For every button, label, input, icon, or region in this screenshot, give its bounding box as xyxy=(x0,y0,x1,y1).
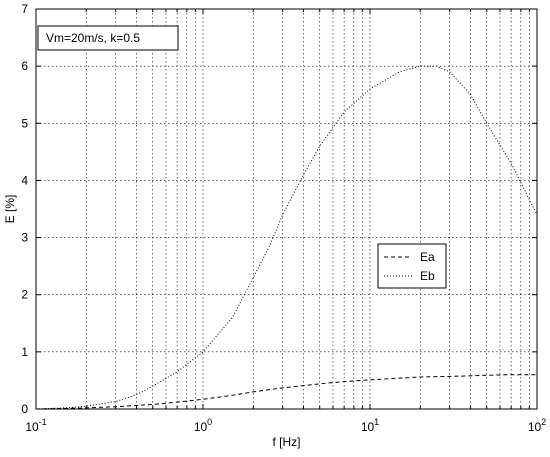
annotation-text: Vm=20m/s, k=0.5 xyxy=(46,31,140,45)
legend-label-ea: Ea xyxy=(420,250,435,264)
y-axis-label: E [%] xyxy=(3,195,17,224)
y-tick-label: 3 xyxy=(21,231,28,245)
x-tick-label-base: 10 xyxy=(194,420,208,434)
grid xyxy=(36,9,537,409)
plot-area-frame xyxy=(35,8,538,410)
y-tick-label: 5 xyxy=(21,116,28,130)
series-line-eb xyxy=(35,65,538,410)
y-tick-label: 4 xyxy=(21,173,28,187)
x-tick-label-base: 10 xyxy=(361,420,375,434)
series-line-ea xyxy=(35,374,537,410)
annotation-box: Vm=20m/s, k=0.5 xyxy=(37,25,179,51)
x-tick-label: 102 xyxy=(528,417,546,434)
x-tick-label: 101 xyxy=(361,417,379,434)
legend: Ea Eb xyxy=(377,243,447,289)
x-tick-label-exponent: 2 xyxy=(541,417,546,427)
y-tick-label: 1 xyxy=(21,345,28,359)
x-tick-label: 10-1 xyxy=(25,417,46,434)
legend-box xyxy=(377,243,447,289)
x-tick-label-base: 10 xyxy=(528,420,542,434)
x-axis-label: f [Hz] xyxy=(272,435,300,449)
y-tick-label: 6 xyxy=(21,59,28,73)
series-layer xyxy=(35,65,538,410)
x-tick-label-exponent: 0 xyxy=(207,417,212,427)
x-tick-label-base: 10 xyxy=(25,420,39,434)
y-tick-label: 7 xyxy=(21,2,28,16)
x-tick-label-exponent: -1 xyxy=(39,417,47,427)
y-tick-label: 0 xyxy=(21,402,28,416)
x-tick-label: 100 xyxy=(194,417,212,434)
x-tick-label-exponent: 1 xyxy=(374,417,379,427)
legend-label-eb: Eb xyxy=(420,269,435,283)
y-tick-label: 2 xyxy=(21,288,28,302)
